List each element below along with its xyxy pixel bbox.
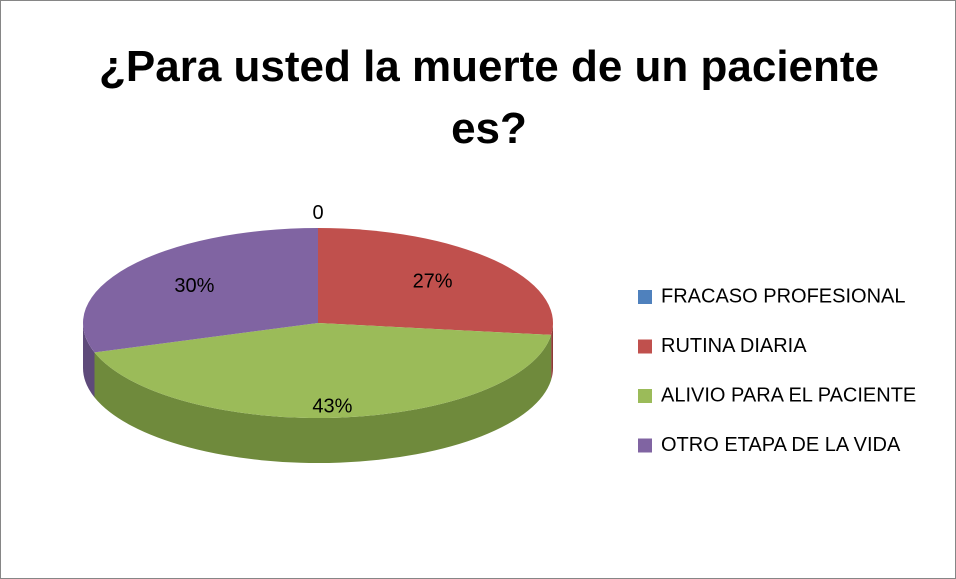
data-label: 0 (312, 202, 323, 224)
slice-side (551, 323, 553, 380)
slice (318, 228, 553, 335)
slice-side (83, 323, 95, 398)
legend-swatch (638, 438, 652, 453)
data-label: 30% (174, 275, 214, 297)
chart-title: ¿Para usted la muerte de un paciente es? (99, 42, 880, 153)
legend-label: OTRO ETAPA DE LA VIDA (661, 434, 901, 456)
legend-swatch (638, 290, 652, 304)
slice-side (94, 334, 552, 463)
legend-label: RUTINA DIARIA (661, 335, 807, 357)
legend-swatch (638, 389, 652, 403)
slice (82, 228, 319, 353)
data-label: 43% (312, 395, 352, 417)
legend-label: FRACASO PROFESIONAL (661, 285, 906, 307)
slice (94, 323, 552, 418)
legend-swatch (638, 339, 652, 354)
legend-label: ALIVIO PARA EL PACIENTE (661, 384, 916, 406)
data-label: 27% (413, 270, 453, 292)
